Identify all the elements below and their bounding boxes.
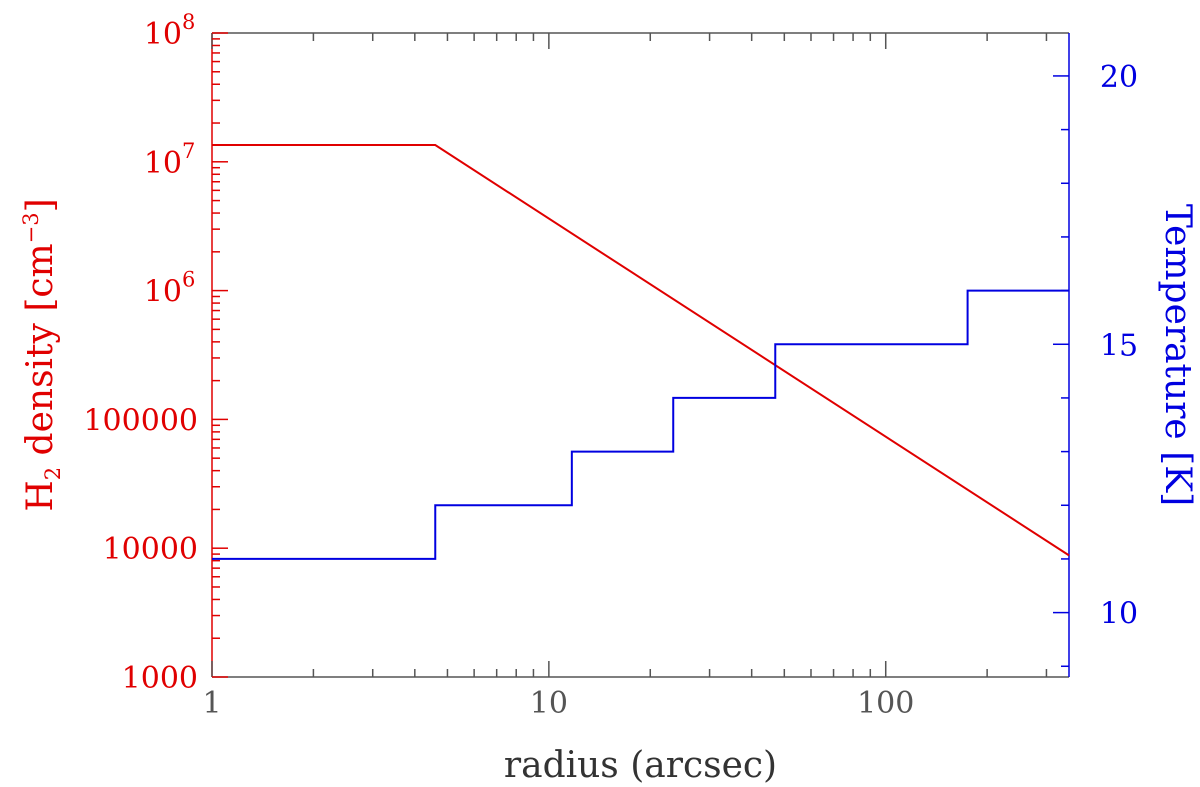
right-axis-title-text: Temperature [K] (1157, 204, 1198, 506)
left-y-tick-exponent: 6 (182, 268, 195, 292)
right-y-tick-label: 15 (1100, 328, 1138, 363)
right-y-tick-label: 20 (1100, 60, 1138, 95)
left-y-tick-label: 10 (144, 17, 182, 52)
right-y-tick-label: 10 (1100, 597, 1138, 632)
right-axis-title: Temperature [K] (1157, 204, 1198, 506)
density-line (212, 144, 1070, 557)
temperature-step-line (212, 289, 1069, 560)
left-axis-title: H2 density [cm−3] (19, 198, 65, 511)
left-y-tick-label: 10 (144, 275, 182, 310)
x-tick-label: 10 (530, 686, 568, 721)
left-y-tick-label: 10000 (103, 532, 198, 567)
x-tick-label: 100 (857, 686, 914, 721)
x-tick-label: 1 (202, 686, 221, 721)
left-axis-title-text: H2 density [cm−3] (19, 198, 65, 511)
series-layer (212, 144, 1070, 560)
x-axis-title: radius (arcsec) (504, 745, 777, 786)
left-y-tick-label: 10 (144, 146, 182, 181)
left-y-tick-label: 100000 (83, 403, 198, 438)
left-y-tick-exponent: 8 (182, 10, 195, 34)
axes-group (211, 32, 1070, 678)
left-y-tick-label: 1000 (122, 661, 198, 696)
left-y-tick-exponent: 7 (182, 139, 195, 163)
